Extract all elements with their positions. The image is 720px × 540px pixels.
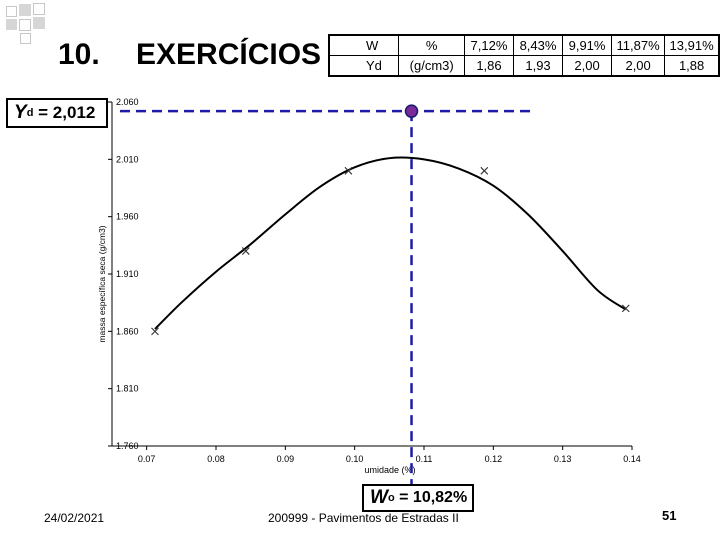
decorative-square [19,4,31,16]
decorative-square [19,19,31,31]
table-cell: 1,86 [463,55,515,77]
x-tick-label: 0.13 [554,454,572,464]
decorative-square [33,17,45,29]
x-tick-label: 0.09 [277,454,295,464]
data-point-marker [480,166,489,175]
table-cell: 9,91% [562,34,613,56]
x-tick-label: 0.14 [623,454,641,464]
wo-subscript: o [387,492,395,504]
table-cell: Yd [328,55,400,77]
x-axis-label: umidade (%) [364,465,415,475]
decorative-square [6,6,17,17]
y-axis-label: massa específica seca (g/cm3) [97,225,107,342]
gamma-symbol: Y [14,102,27,123]
data-point-marker [241,247,250,255]
footer-course: 200999 - Pavimentos de Estradas II [268,511,459,525]
decorative-square [20,33,31,44]
table-cell: 1,88 [664,55,720,77]
y-tick-label: 1.910 [116,269,139,279]
page-number: 51 [662,508,677,523]
wo-symbol: W [370,487,388,508]
x-tick-label: 0.12 [485,454,503,464]
decorative-square [6,19,17,30]
wo-value: = 10,82% [399,489,468,506]
decorative-square [33,3,45,15]
x-tick-label: 0.08 [207,454,225,464]
x-tick-label: 0.10 [346,454,364,464]
table-cell: 2,00 [562,55,613,77]
slide-title: EXERCÍCIOS [136,38,322,71]
data-point-marker [621,304,630,313]
y-tick-label: 1.960 [116,212,139,222]
y-tick-label: 2.010 [116,154,139,164]
data-point-marker [344,166,353,175]
table-cell: 2,00 [611,55,666,77]
data-point-marker [151,327,159,336]
table-cell: 1,93 [512,55,564,77]
y-tick-label: 2.060 [116,97,139,107]
slide-number: 10. [58,38,100,71]
footer-date: 24/02/2021 [44,511,105,525]
gamma-value: = 2,012 [38,103,96,122]
y-tick-label: 1.760 [116,441,139,451]
y-tick-label: 1.860 [116,326,139,336]
y-tick-label: 1.810 [116,384,139,394]
x-tick-label: 0.07 [138,454,156,464]
fitted-curve [154,156,627,330]
data-table: W % 7,12% 8,43% 9,91% 11,87% 13,91% Yd (… [328,34,720,77]
table-cell: 13,91% [664,34,720,56]
table-row: Yd (g/cm3) 1,86 1,93 2,00 2,00 1,88 [328,55,720,77]
optimum-point-marker [404,104,419,118]
gamma-subscript: d [26,107,34,119]
table-cell: (g/cm3) [398,55,465,77]
x-tick-label: 0.11 [416,454,433,464]
table-cell: 7,12% [463,34,515,56]
